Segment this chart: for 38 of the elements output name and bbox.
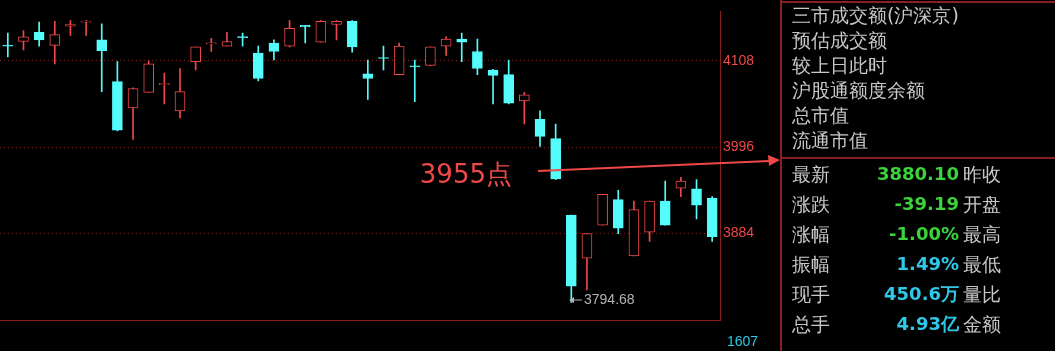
candlestick	[456, 32, 468, 62]
text: 3880.10	[876, 162, 959, 186]
text: 总市值	[792, 103, 850, 128]
text: 较上日此时	[792, 53, 888, 78]
y-tick-label: 3884	[723, 224, 755, 241]
candlestick	[80, 20, 92, 36]
text: 昨收	[963, 162, 1001, 187]
text: 最高	[963, 222, 1001, 247]
text: 最低	[963, 252, 1001, 277]
text: -1.00%	[888, 222, 959, 246]
text: 流通市值	[792, 128, 869, 153]
candlestick	[362, 59, 374, 100]
text: 1607	[727, 332, 759, 349]
text: 沪股通额度余额	[792, 78, 926, 103]
text: 振幅	[792, 252, 831, 277]
text: 最新	[792, 162, 831, 187]
text: 总手	[792, 312, 831, 337]
candlestick	[487, 68, 499, 105]
text: 1.49%	[895, 252, 959, 276]
candlestick	[205, 38, 217, 52]
text: 现手	[792, 282, 831, 307]
candlestick	[96, 23, 108, 92]
text: -39.19	[893, 192, 959, 216]
text: 三市成交额(沪深京)	[792, 3, 960, 28]
y-tick-label: 4108	[723, 51, 755, 68]
text: 450.6万	[883, 282, 959, 306]
annotation: 3955点	[419, 158, 512, 189]
text: 涨跌	[792, 192, 831, 217]
text: 开盘	[963, 192, 1001, 217]
candlestick	[2, 32, 14, 58]
text: 量比	[963, 282, 1001, 307]
text: 涨幅	[792, 222, 831, 247]
text: 金额	[963, 312, 1001, 337]
text: 4.93亿	[895, 312, 959, 336]
annotation: 3794.68	[584, 290, 635, 307]
candlestick	[409, 59, 421, 102]
text: 预估成交额	[792, 28, 888, 53]
y-tick-label: 3996	[723, 138, 755, 155]
